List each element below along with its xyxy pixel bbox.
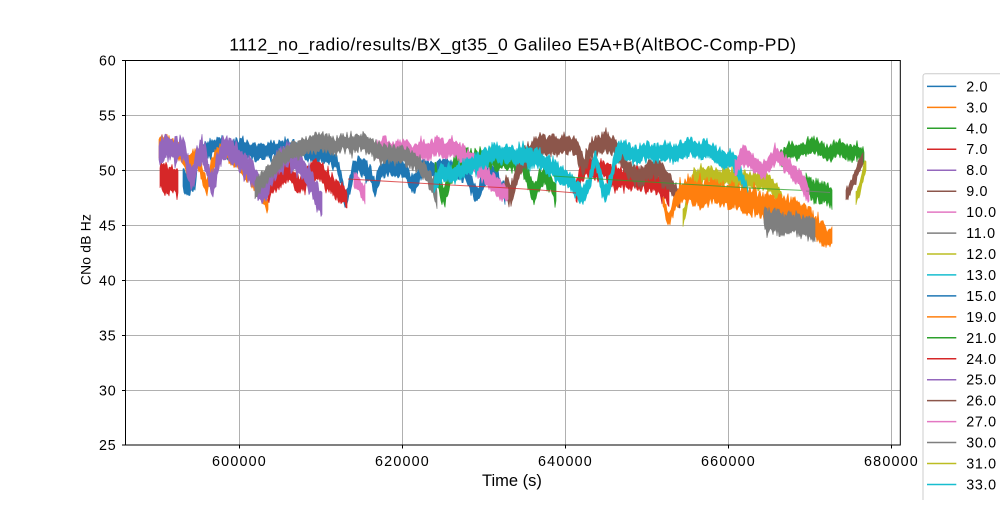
svg-text:19.0: 19.0: [966, 310, 997, 326]
svg-text:15.0: 15.0: [966, 289, 997, 305]
svg-text:21.0: 21.0: [966, 331, 997, 347]
svg-text:CNo dB Hz: CNo dB Hz: [79, 214, 94, 285]
svg-text:660000: 660000: [701, 454, 756, 470]
svg-text:30: 30: [99, 383, 117, 399]
svg-text:55: 55: [99, 108, 117, 124]
svg-text:35: 35: [99, 328, 117, 344]
svg-text:4.0: 4.0: [966, 121, 988, 137]
svg-text:600000: 600000: [212, 454, 267, 470]
svg-text:13.0: 13.0: [966, 268, 997, 284]
svg-text:40: 40: [99, 273, 117, 289]
svg-text:31.0: 31.0: [966, 457, 997, 473]
svg-text:12.0: 12.0: [966, 247, 997, 263]
svg-text:11.0: 11.0: [966, 226, 996, 242]
svg-text:2.0: 2.0: [966, 79, 988, 95]
svg-text:3.0: 3.0: [966, 100, 988, 116]
svg-text:25.0: 25.0: [966, 373, 997, 389]
svg-text:620000: 620000: [375, 454, 430, 470]
svg-text:1112_no_radio/results/BX_gt35_: 1112_no_radio/results/BX_gt35_0 Galileo …: [229, 35, 796, 56]
svg-text:10.0: 10.0: [966, 205, 997, 221]
svg-text:45: 45: [99, 218, 117, 234]
svg-text:50: 50: [99, 163, 117, 179]
svg-text:60: 60: [99, 53, 117, 69]
svg-text:680000: 680000: [864, 454, 919, 470]
svg-text:27.0: 27.0: [966, 415, 997, 431]
svg-text:30.0: 30.0: [966, 436, 997, 452]
svg-text:640000: 640000: [538, 454, 593, 470]
svg-text:9.0: 9.0: [966, 184, 988, 200]
svg-text:25: 25: [99, 438, 117, 454]
svg-text:24.0: 24.0: [966, 352, 997, 368]
svg-text:7.0: 7.0: [966, 142, 988, 158]
svg-text:33.0: 33.0: [966, 478, 997, 494]
svg-text:26.0: 26.0: [966, 394, 997, 410]
svg-text:8.0: 8.0: [966, 163, 988, 179]
svg-text:Time (s): Time (s): [482, 472, 542, 490]
